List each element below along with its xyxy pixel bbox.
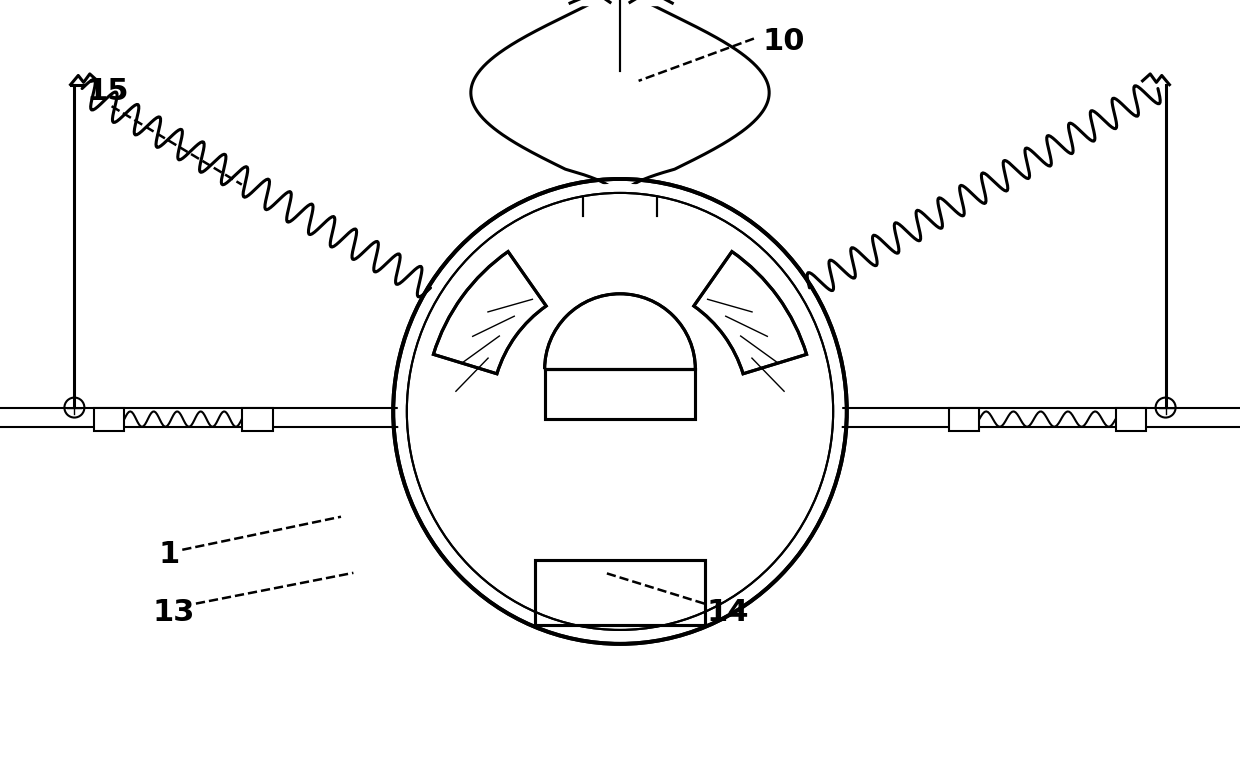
Bar [544,369,696,419]
Text: 13: 13 [153,598,195,628]
Text: 1: 1 [159,540,180,569]
Ellipse shape [398,184,842,639]
Bar [544,369,696,419]
Bar [93,408,124,431]
Bar [536,560,704,625]
Bar [536,560,704,625]
Text: 10: 10 [763,27,805,56]
Bar [242,408,273,431]
Text: 15: 15 [87,77,129,106]
Text: 14: 14 [707,598,749,628]
Bar [949,408,980,431]
FancyBboxPatch shape [512,0,728,5]
Bar [1116,408,1147,431]
